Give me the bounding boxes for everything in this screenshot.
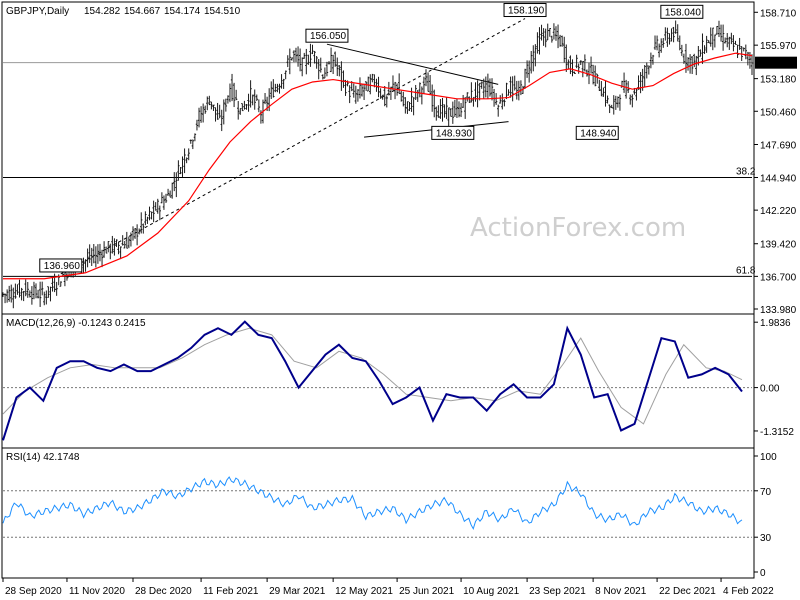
rsi-title: RSI(14) 42.1748 [6,452,80,463]
date-axis-label: 22 Dec 2021 [659,586,716,597]
rsi-panel [1,447,755,579]
annotation-box-2 [660,4,704,19]
date-axis-label: 11 Nov 2020 [69,586,125,597]
annotation-box-1 [503,3,547,18]
macd-panel [1,313,755,449]
triangle-upper-line [326,43,499,85]
rsi-axis-label: 100 [760,452,777,463]
watermark: ActionForex.com [470,213,686,243]
macd-axis-label: -1.3152 [760,427,794,438]
price-axis-label: 139.420 [760,240,797,251]
price-axis-label: 150.460 [760,107,797,118]
price-axis-label: 147.690 [760,141,797,152]
date-axis-label: 28 Sep 2020 [5,586,62,597]
date-axis-label: 12 May 2021 [335,586,393,597]
annotation-label-4: 148.940 [580,128,617,139]
moving-average-line [3,52,753,280]
annotation-box-3 [431,125,475,140]
ohlc-bars [1,20,754,309]
date-axis-label: 29 Mar 2021 [269,586,326,597]
last-price-label: 154.510 [758,59,795,70]
macd-axis-label: 0.00 [760,384,780,395]
macd-layer [2,320,752,441]
macd-axis-label: 1.9836 [760,318,791,329]
fib-label-0: 38.2 [736,166,756,177]
price-panel [1,1,755,315]
price-axis-label: 158.710 [760,8,797,19]
price-layer: 38.2 61.8 156.050 158.190 158.040 148.930 148.… [1,3,756,309]
date-axis-label: 8 Nov 2021 [595,586,647,597]
low-value: 154.174 [164,6,201,17]
rising-trendline [60,18,526,275]
annotation-label-1: 158.190 [508,6,545,17]
rsi-line [2,476,743,531]
date-axis-label: 10 Aug 2021 [463,586,520,597]
annotation-label-3: 148.930 [436,128,473,139]
date-axis-label: 28 Dec 2020 [135,586,192,597]
price-axis-label: 144.940 [760,173,797,184]
date-axis-label: 11 Feb 2021 [203,586,259,597]
annotation-label-0: 156.050 [310,31,347,42]
annotation-box-4 [575,125,619,140]
date-axis-label: 23 Sep 2021 [529,586,586,597]
open-value: 154.282 [84,6,121,17]
close-value: 154.510 [204,6,241,17]
date-axis-label: 25 Jun 2021 [399,586,454,597]
price-axis-label: 136.700 [760,272,797,283]
price-axis-label: 155.970 [760,41,797,52]
price-axis-label: 153.180 [760,75,797,86]
annotation-box-5 [39,258,83,273]
high-value: 154.667 [124,6,161,17]
symbol-label: GBPJPY,Daily [6,6,69,17]
rsi-axis-label: 30 [760,533,772,544]
rsi-axis-label: 70 [760,487,772,498]
rsi-layer [2,476,752,538]
macd-title: MACD(12,26,9) -0.1243 0.2415 [6,318,146,329]
axis-layer: 158.710 155.970 153.180 150.460 147.690 144.9… [2,8,797,597]
macd-signal-line [2,327,743,425]
annotation-label-2: 158.040 [665,7,702,18]
price-axis-label: 142.220 [760,206,797,217]
price-axis-label: 133.980 [760,305,797,316]
annotation-box-0 [305,28,349,43]
annotation-label-5: 136.960 [44,261,81,272]
date-axis-label: 4 Feb 2022 [723,586,774,597]
macd-line [2,320,743,441]
rsi-axis-label: 0 [760,568,766,579]
last-price-badge [755,56,797,69]
fib-label-1: 61.8 [736,265,756,276]
